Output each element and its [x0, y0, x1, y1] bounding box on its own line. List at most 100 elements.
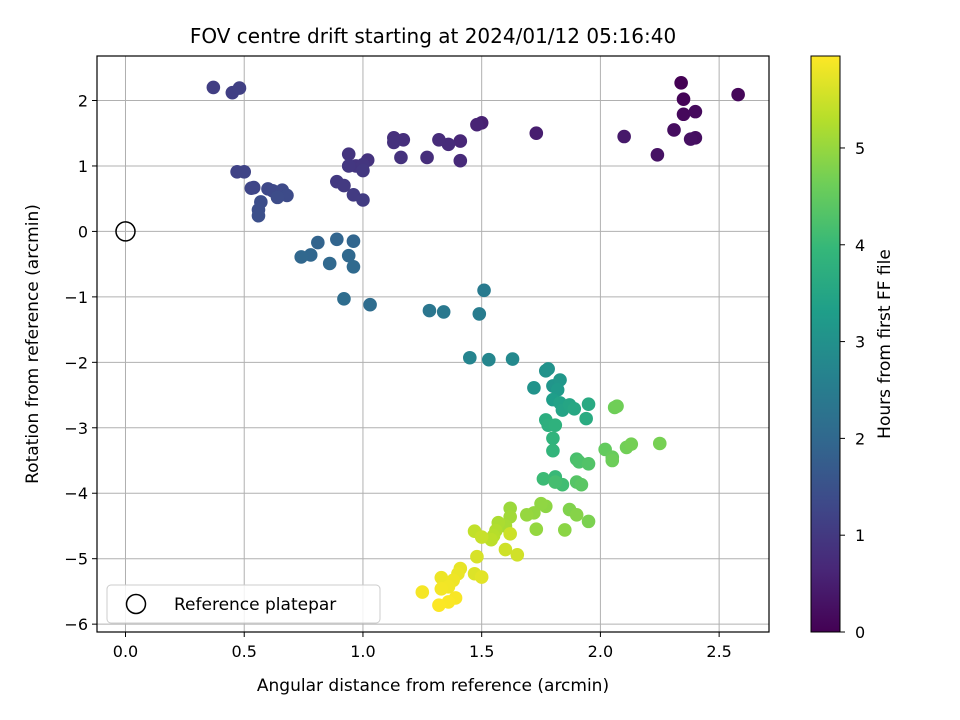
- legend: Reference platepar: [106, 584, 381, 624]
- data-point: [434, 570, 449, 585]
- data-point: [546, 443, 560, 458]
- y-tick-label: −1: [64, 288, 88, 307]
- data-point: [624, 437, 639, 451]
- data-point: [453, 134, 468, 148]
- data-point: [652, 436, 667, 451]
- data-point: [237, 165, 252, 179]
- data-point: [356, 193, 370, 207]
- y-tick-label: −6: [64, 615, 88, 634]
- data-point: [463, 350, 477, 365]
- data-point: [434, 582, 449, 596]
- colorbar-ticks: 0 1 2 3 4 5: [840, 139, 865, 642]
- y-tick-label: −5: [64, 550, 88, 569]
- plot-frame: [96, 55, 770, 633]
- y-axis-ticks: 2 1 0 −1 −2 −3 −4 −5 −6: [64, 92, 97, 634]
- data-point: [567, 402, 582, 416]
- data-point: [472, 307, 487, 321]
- data-point: [731, 87, 745, 102]
- data-point: [363, 297, 377, 312]
- data-point: [346, 259, 361, 274]
- data-point: [534, 496, 548, 511]
- data-point: [546, 431, 560, 446]
- data-points: [206, 76, 745, 612]
- data-point: [557, 523, 572, 537]
- data-point: [581, 514, 596, 529]
- data-point: [569, 508, 584, 522]
- data-point: [667, 123, 681, 137]
- colorbar-tick-label: 0: [855, 623, 865, 642]
- x-axis-ticks: 0.0 0.5 1.0 1.5 2.0 2.5: [113, 632, 732, 661]
- colorbar-tick-label: 4: [855, 236, 865, 255]
- data-point: [341, 147, 356, 161]
- data-point: [422, 303, 437, 318]
- data-point: [574, 477, 589, 492]
- data-point: [610, 399, 624, 413]
- data-point: [232, 81, 247, 95]
- data-point: [482, 352, 496, 367]
- data-point: [394, 150, 408, 165]
- data-point: [294, 250, 309, 264]
- data-point: [356, 163, 370, 178]
- data-point: [676, 107, 691, 122]
- reference-platepar-marker: [115, 221, 136, 242]
- data-point: [548, 418, 563, 432]
- data-point: [477, 283, 491, 298]
- data-point: [470, 549, 484, 564]
- legend-box: [106, 584, 381, 624]
- data-point: [206, 80, 221, 95]
- x-tick-label: 0.5: [231, 642, 256, 661]
- data-point: [337, 178, 351, 193]
- data-point: [322, 256, 337, 271]
- data-point: [330, 232, 344, 247]
- data-point: [346, 234, 361, 249]
- data-point: [581, 397, 596, 412]
- data-point: [436, 305, 451, 319]
- x-tick-label: 2.5: [706, 642, 731, 661]
- data-point: [541, 362, 555, 376]
- legend-marker-icon: [125, 593, 147, 615]
- data-point: [688, 104, 703, 119]
- data-point: [674, 76, 688, 90]
- y-tick-label: −3: [64, 419, 88, 438]
- colorbar-tick-label: 2: [855, 429, 865, 448]
- data-point: [503, 527, 517, 541]
- data-point: [311, 235, 325, 250]
- data-point: [617, 129, 631, 144]
- y-tick-label: 1: [78, 157, 88, 176]
- y-tick-label: −2: [64, 353, 88, 372]
- y-axis-label: Rotation from reference (arcmin): [23, 204, 43, 484]
- x-tick-label: 1.5: [469, 642, 494, 661]
- data-point: [505, 352, 520, 366]
- data-point: [341, 248, 356, 263]
- data-point: [579, 411, 593, 426]
- grid-lines: [97, 56, 769, 632]
- data-point: [474, 570, 489, 584]
- data-point: [251, 208, 266, 223]
- x-axis-label: Angular distance from reference (arcmin): [257, 676, 609, 696]
- data-point: [683, 132, 698, 146]
- data-point: [415, 585, 430, 599]
- data-point: [244, 181, 259, 196]
- chart-title: FOV centre drift starting at 2024/01/12 …: [190, 24, 676, 48]
- data-point: [519, 508, 534, 522]
- y-tick-label: −4: [64, 484, 88, 503]
- colorbar-label: Hours from first FF file: [875, 249, 895, 439]
- data-point: [453, 153, 468, 168]
- data-point: [510, 547, 525, 562]
- legend-entry-label: Reference platepar: [174, 595, 336, 615]
- data-point: [536, 472, 551, 486]
- colorbar-tick-label: 1: [855, 526, 865, 545]
- data-point: [432, 598, 446, 612]
- y-tick-label: 2: [78, 92, 88, 111]
- data-point: [498, 542, 513, 557]
- data-point: [341, 159, 356, 173]
- data-point: [676, 92, 691, 106]
- y-tick-label: 0: [78, 222, 88, 241]
- data-point: [337, 292, 351, 306]
- data-point: [529, 522, 544, 537]
- x-tick-label: 1.0: [350, 642, 375, 661]
- data-point: [474, 530, 489, 544]
- data-point: [270, 190, 285, 205]
- colorbar-gradient: [810, 55, 841, 633]
